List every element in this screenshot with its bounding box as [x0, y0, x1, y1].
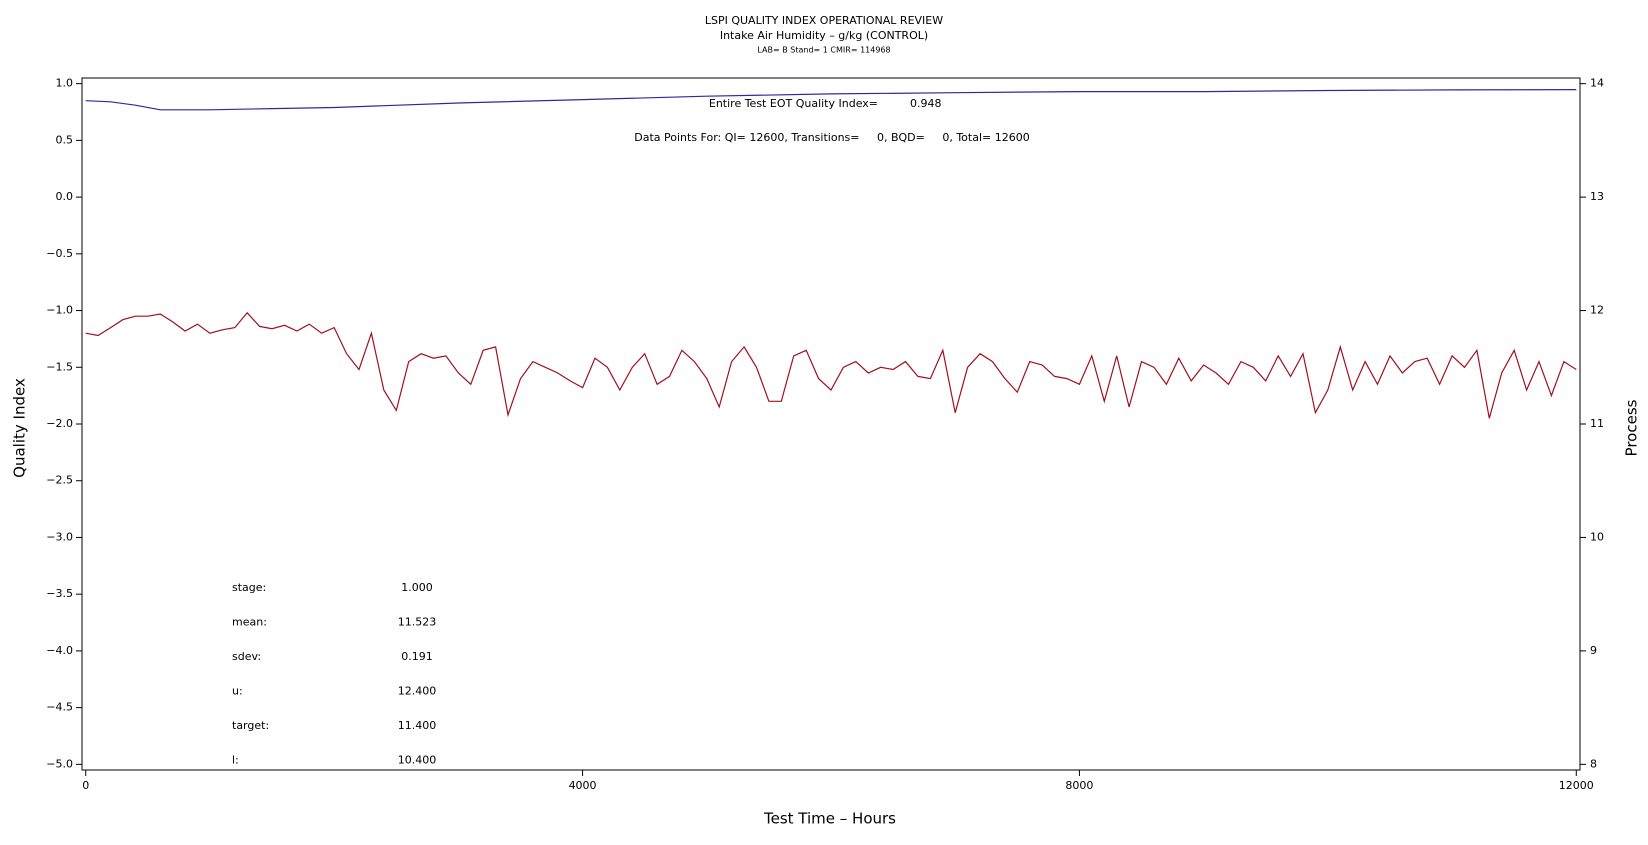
y-tick-label: −2.5	[46, 474, 73, 487]
y2-tick-label: 12	[1590, 304, 1604, 317]
stat-label: mean:	[232, 616, 267, 629]
stat-value: 0.191	[401, 650, 433, 663]
y-axis-label: Quality Index	[11, 378, 29, 478]
stat-label: l:	[232, 754, 239, 767]
y2-tick-label: 14	[1590, 77, 1604, 90]
stat-value: 10.400	[398, 754, 437, 767]
chart-title: LSPI QUALITY INDEX OPERATIONAL REVIEW	[705, 14, 943, 27]
stat-label: target:	[232, 719, 269, 732]
y-tick-label: −5.0	[46, 757, 73, 770]
x-tick-label: 12000	[1559, 779, 1594, 792]
annotation: Data Points For: QI= 12600, Transitions=…	[634, 131, 1029, 144]
annotation-value: 0.948	[910, 97, 942, 110]
y2-tick-label: 10	[1590, 530, 1604, 543]
y-tick-label: −2.0	[46, 417, 73, 430]
y2-tick-label: 9	[1590, 644, 1597, 657]
y2-axis-label: Process	[1623, 399, 1641, 456]
y-tick-label: 0.0	[56, 190, 74, 203]
stat-label: u:	[232, 685, 243, 698]
y-tick-label: 0.5	[56, 133, 74, 146]
y2-tick-label: 8	[1590, 757, 1597, 770]
stat-value: 12.400	[398, 685, 437, 698]
y2-tick-label: 11	[1590, 417, 1604, 430]
stat-value: 1.000	[401, 581, 433, 594]
x-axis-label: Test Time – Hours	[763, 810, 896, 828]
y-tick-label: −4.5	[46, 701, 73, 714]
x-tick-label: 8000	[1065, 779, 1093, 792]
y-tick-label: −3.5	[46, 587, 73, 600]
stat-value: 11.400	[398, 719, 437, 732]
stat-label: sdev:	[232, 650, 261, 663]
y2-tick-label: 13	[1590, 190, 1604, 203]
y-tick-label: −1.5	[46, 360, 73, 373]
x-tick-label: 4000	[569, 779, 597, 792]
annotation: Entire Test EOT Quality Index=	[709, 97, 878, 110]
x-tick-label: 0	[82, 779, 89, 792]
stat-label: stage:	[232, 581, 266, 594]
plot-frame	[81, 77, 1581, 771]
y-tick-label: −1.0	[46, 304, 73, 317]
y-tick-label: −0.5	[46, 247, 73, 260]
stat-value: 11.523	[398, 616, 437, 629]
y-tick-label: −3.0	[46, 530, 73, 543]
chart-subtitle: Intake Air Humidity – g/kg (CONTROL)	[720, 29, 928, 42]
series-line	[85, 311, 1577, 419]
series-line	[85, 89, 1577, 111]
y-tick-label: 1.0	[56, 77, 74, 90]
chart-caption: LAB= B Stand= 1 CMIR= 114968	[757, 46, 890, 55]
y-tick-label: −4.0	[46, 644, 73, 657]
